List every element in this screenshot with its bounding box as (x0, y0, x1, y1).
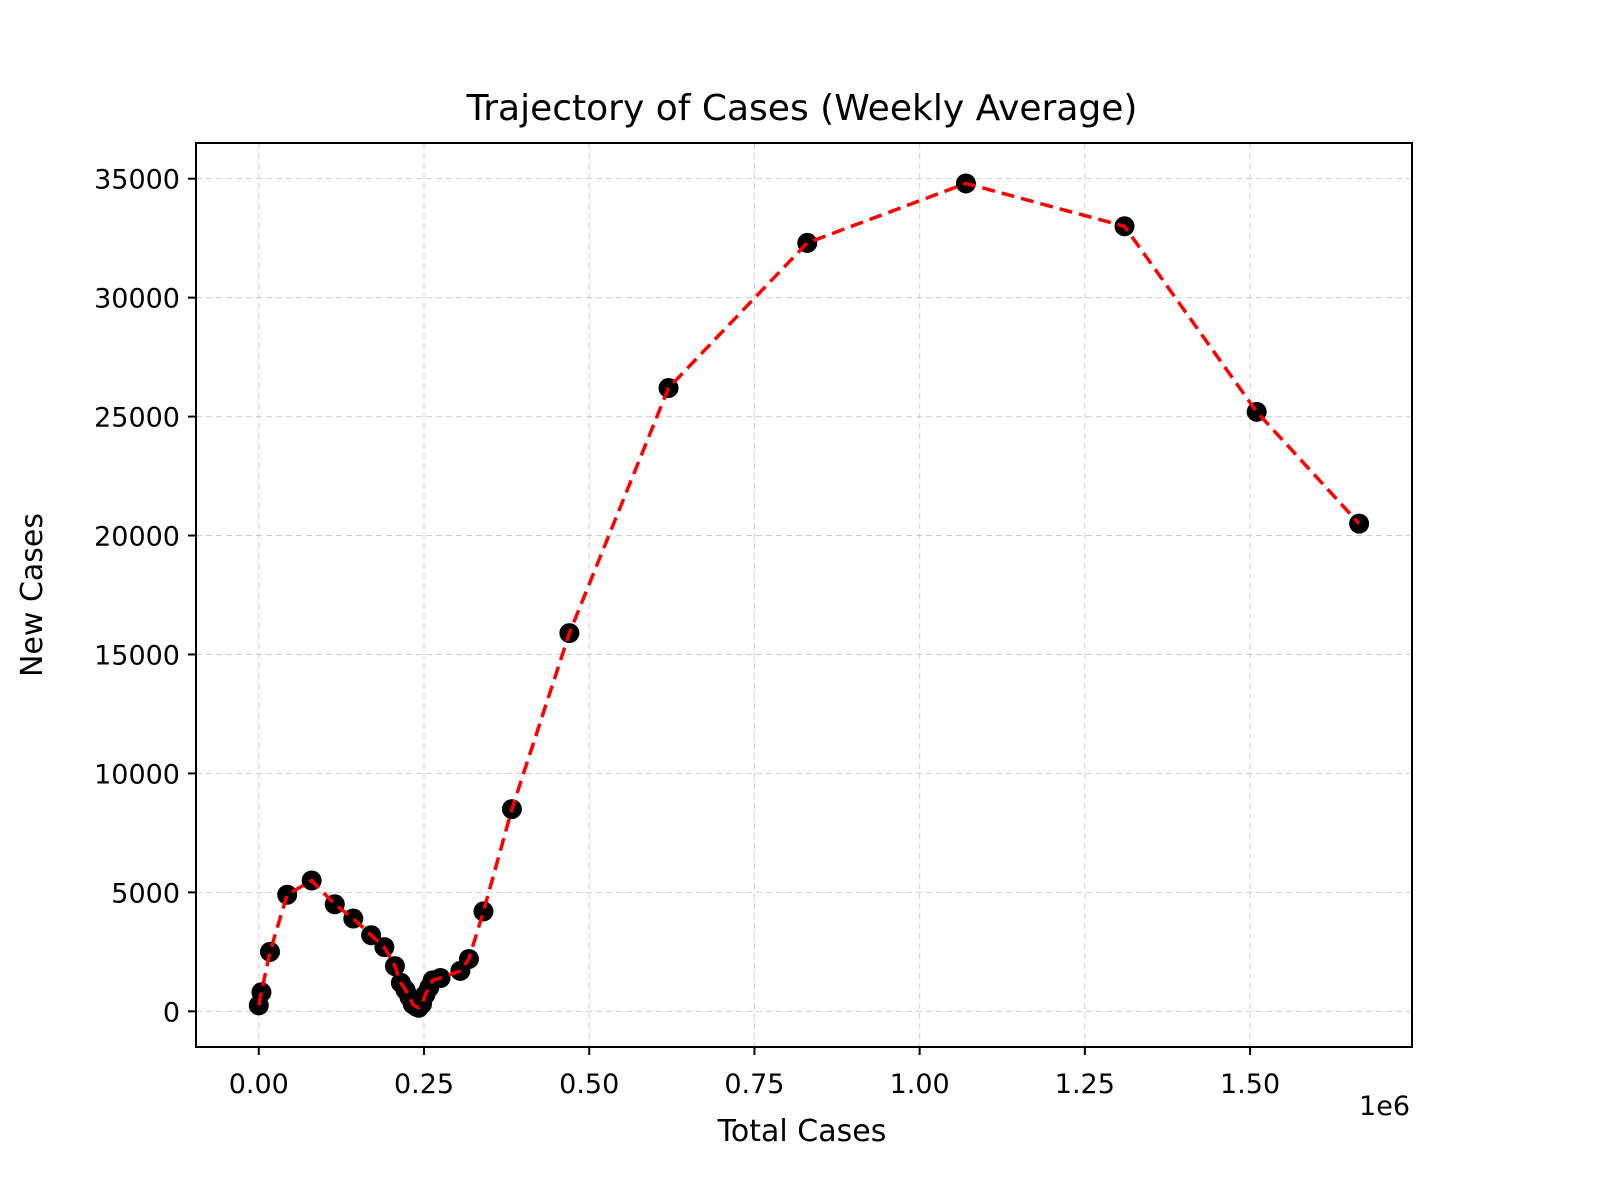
x-tick-label: 0.00 (229, 1069, 289, 1100)
y-tick-label: 35000 (94, 165, 180, 196)
x-axis-label: Total Cases (717, 1114, 887, 1149)
y-tick-label: 20000 (94, 522, 180, 553)
y-axis-label: New Cases (15, 513, 50, 677)
y-tick-label: 10000 (94, 759, 180, 790)
x-tick-label: 0.50 (559, 1069, 619, 1100)
x-tick-label: 0.75 (724, 1069, 784, 1100)
x-offset-label: 1e6 (1359, 1091, 1410, 1122)
data-point (251, 982, 272, 1003)
axis-layer: 0.00 0.25 0.50 0.75 1.00 1.25 1.50 0 5000 10000 15… (94, 165, 1280, 1100)
data-point (1349, 513, 1370, 534)
y-tick-label: 25000 (94, 403, 180, 434)
y-tick-label: 30000 (94, 284, 180, 315)
chart-title: Trajectory of Cases (Weekly Average) (466, 88, 1138, 129)
y-tick-label: 5000 (111, 878, 180, 909)
plot-frame (195, 142, 1413, 1048)
series-line (257, 181, 1361, 1010)
x-tick-label: 1.00 (890, 1069, 950, 1100)
y-tick-label: 0 (163, 997, 180, 1028)
data-point (277, 884, 298, 905)
data-point (473, 901, 494, 922)
x-tick-label: 0.25 (394, 1069, 454, 1100)
grid-layer (196, 143, 1412, 1047)
y-tick-label: 15000 (94, 640, 180, 671)
series-layer (248, 173, 1370, 1018)
data-point (260, 941, 281, 962)
x-tick-label: 1.25 (1055, 1069, 1115, 1100)
x-tick-label: 1.50 (1220, 1069, 1280, 1100)
